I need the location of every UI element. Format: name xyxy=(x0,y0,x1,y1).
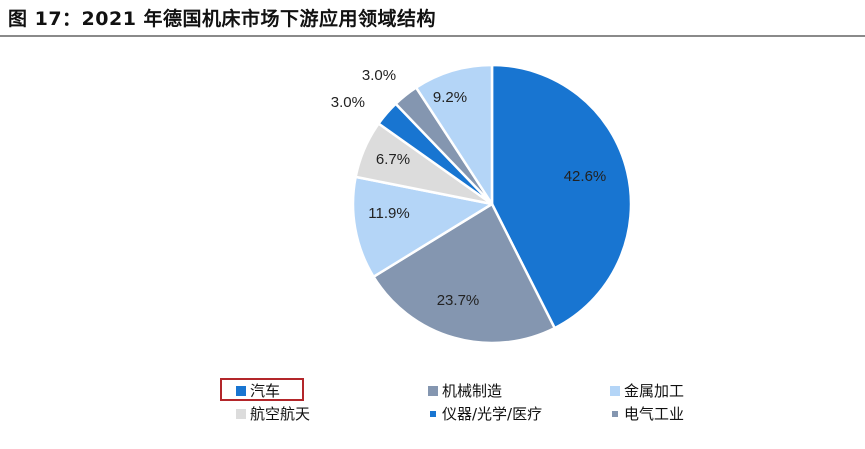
pie-label-1: 23.7% xyxy=(437,292,480,309)
page-title: 图 17：2021 年德国机床市场下游应用领域结构 xyxy=(8,8,437,30)
pie-label-0: 42.6% xyxy=(564,168,607,185)
title-divider xyxy=(0,35,865,37)
pie-label-4: 3.0% xyxy=(331,94,365,111)
pie-slice-6 xyxy=(414,63,494,206)
pie-label-6: 9.2% xyxy=(433,89,467,106)
pie-label-5: 3.0% xyxy=(362,67,396,84)
pie-slice-1 xyxy=(372,202,556,345)
pie-slice-0 xyxy=(490,63,633,330)
pie-label-2: 11.9% xyxy=(368,205,409,222)
pie-slice-2 xyxy=(351,175,494,278)
pie-label-3: 6.7% xyxy=(376,151,410,168)
